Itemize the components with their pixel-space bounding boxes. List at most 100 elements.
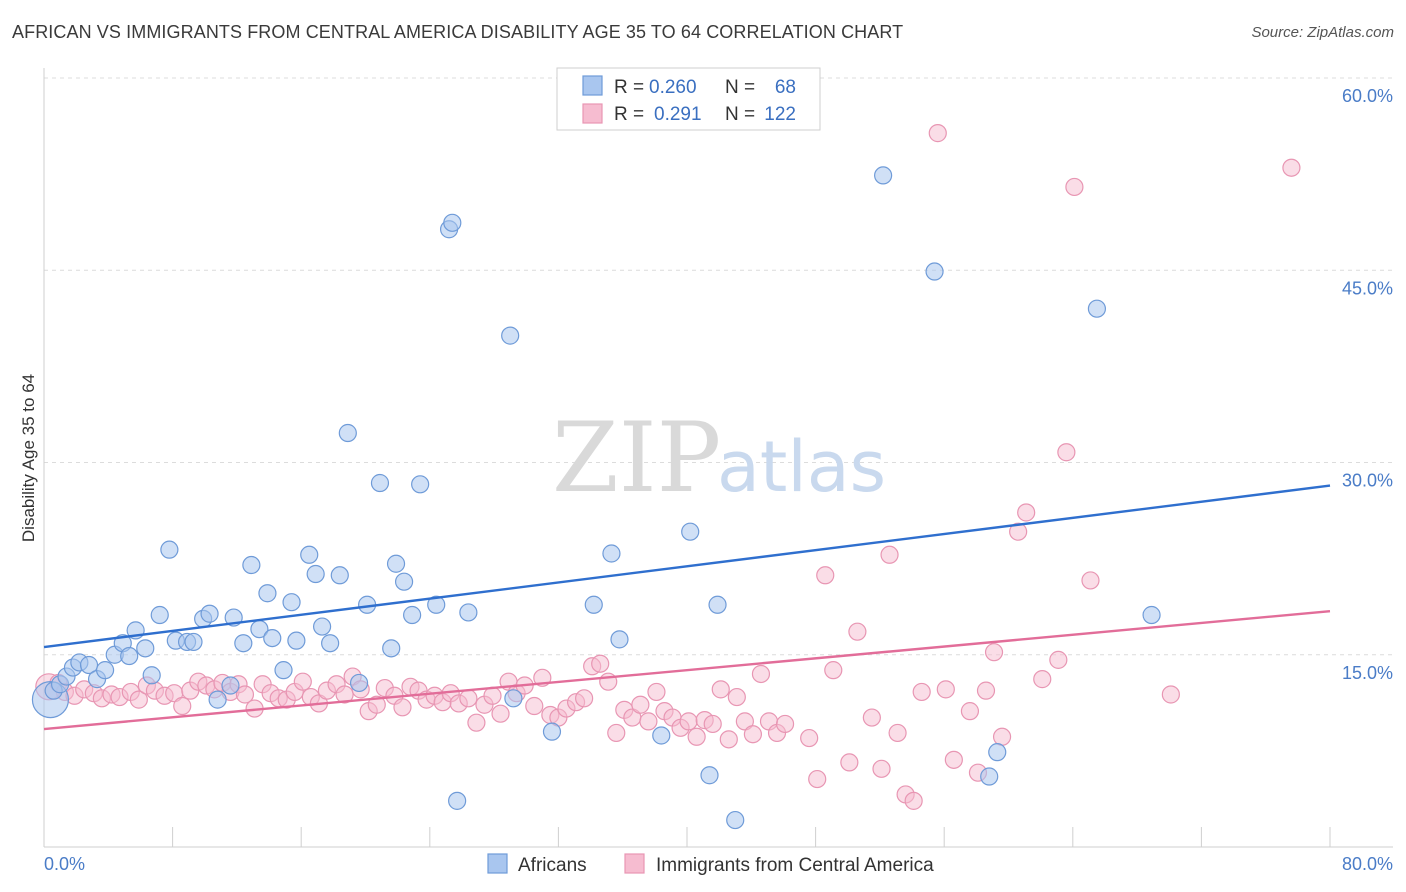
immigrants-trend-line [43,609,1331,731]
immigrants-point-78 [687,727,706,746]
africans-point-60 [700,766,719,785]
y-tick-label-60: 60.0% [1342,86,1393,106]
bottom-legend-swatch-africans [487,853,508,874]
immigrants-point-94 [840,753,859,772]
africans-point-58 [652,726,671,745]
legend-n-label-immigrants: N = [725,104,755,125]
immigrants-point-54 [491,704,510,723]
africans-point-66 [988,743,1007,762]
bottom-legend-label-africans: Africans [518,855,587,876]
africans-point-51 [459,603,478,622]
africans-point-14 [142,666,161,685]
africans-point-45 [403,605,422,625]
immigrants-point-35 [335,685,354,704]
y-tick-label-30: 30.0% [1342,471,1393,491]
africans-point-68 [1142,605,1161,625]
immigrants-point-89 [775,714,795,734]
africans-point-16 [160,540,179,559]
bottom-legend-label-immigrants: Immigrants from Central America [656,855,934,876]
africans-point-52 [501,326,520,345]
immigrants-point-114 [1049,650,1068,669]
axes [43,68,1393,848]
legend-n-value-africans: 68 [775,77,796,98]
africans-point-53 [504,689,523,708]
immigrants-point-42 [393,698,412,717]
africans-point-61 [708,595,727,614]
immigrants-point-72 [639,712,658,731]
immigrants-point-64 [575,689,594,708]
legend-r-label-africans: R = [614,77,644,98]
africans-point-23 [221,676,240,695]
immigrants-point-103 [928,124,947,143]
watermark-zip: ZIP [552,402,721,514]
immigrants-point-106 [960,702,980,721]
africans-point-11 [120,646,139,666]
africans-trend-line [43,484,1331,649]
immigrants-point-10 [129,690,148,709]
africans-point-57 [610,630,629,649]
immigrants-point-15 [173,696,192,716]
legend-r-value-africans: 0.260 [649,77,697,98]
africans-point-54 [542,722,562,741]
africans-point-29 [263,628,282,648]
africans-point-63 [874,166,893,185]
immigrants-point-83 [727,687,746,707]
legend-swatch-immigrants [582,103,603,124]
immigrants-point-97 [872,759,891,778]
immigrants-point-50 [459,689,478,708]
immigrants-point-102 [912,682,931,702]
immigrants-point-92 [816,566,835,585]
watermark-atlas: atlas [717,426,886,508]
africans-point-43 [386,554,406,573]
africans-point-55 [584,595,603,614]
immigrants-point-96 [862,708,881,727]
legend-n-value-immigrants: 122 [764,104,796,125]
africans-point-64 [925,262,944,281]
africans-point-6 [79,655,99,675]
y-tick-label-45: 45.0% [1342,278,1393,298]
africans-point-26 [242,555,261,575]
immigrants-point-30 [293,672,312,691]
immigrants-point-73 [647,682,666,702]
y-tick-labels: 15.0% 30.0% 45.0% 60.0% [1342,86,1393,683]
immigrants-point-99 [888,723,907,743]
immigrants-point-23 [235,685,255,704]
immigrants-point-90 [800,728,819,748]
immigrants-point-113 [1033,670,1052,689]
immigrants-point-53 [483,686,502,705]
x-tick-label-min: 0.0% [44,854,85,874]
y-tick-label-15: 15.0% [1342,663,1393,683]
immigrants-point-119 [1282,158,1301,177]
immigrants-point-80 [703,714,722,734]
africans-point-39 [349,673,369,693]
africans-point-44 [394,572,414,591]
immigrants-point-109 [984,643,1004,662]
immigrants-point-116 [1065,177,1084,197]
immigrants-point-112 [1017,503,1036,522]
immigrants-point-66 [591,654,610,673]
africans-point-25 [234,634,253,653]
source-credit: Source: ZipAtlas.com [1251,24,1394,41]
africans-point-41 [370,473,390,493]
immigrants-point-85 [743,725,763,744]
africans-point-22 [208,690,227,709]
immigrants-point-98 [880,545,899,564]
legend-swatch-africans [582,75,603,96]
africans-point-19 [184,632,203,652]
immigrants-point-58 [525,696,544,716]
immigrants-point-118 [1161,685,1180,704]
africans-point-59 [681,522,700,541]
africans-point-15 [150,605,169,625]
africans-point-65 [980,767,999,786]
africans-point-50 [448,791,467,810]
bottom-legend-swatch-immigrants [624,853,645,874]
africans-point-62 [726,810,745,830]
y-axis-title: Disability Age 35 to 64 [19,374,38,542]
watermark: ZIP atlas [552,402,886,514]
immigrants-point-110 [992,727,1012,746]
immigrants-point-91 [808,769,827,789]
africans-point-46 [411,475,430,494]
africans-point-13 [136,639,155,658]
immigrants-point-68 [607,723,626,743]
